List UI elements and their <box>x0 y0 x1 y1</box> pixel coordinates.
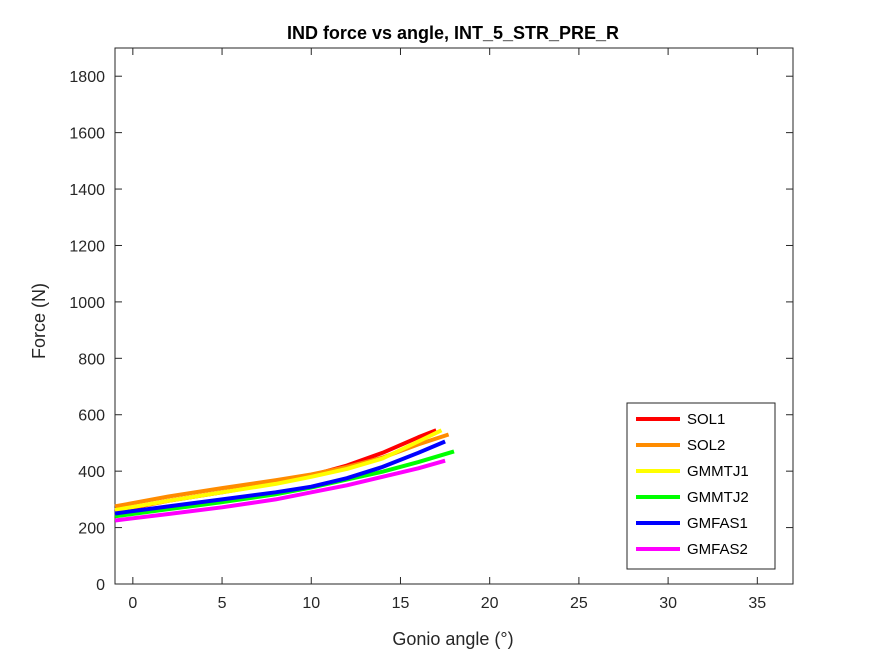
legend-label-gmmtj2: GMMTJ2 <box>687 489 749 506</box>
y-tick-label: 800 <box>78 351 105 368</box>
x-tick-label: 20 <box>481 595 499 612</box>
x-tick-label: 15 <box>392 595 410 612</box>
legend-box <box>626 402 776 570</box>
y-tick-label: 1600 <box>69 126 105 143</box>
plot-area: 0 5 10 15 20 25 30 35 0 200 400 600 800 1000 1200 1400 1… <box>69 47 794 612</box>
legend-label-gmfas1: GMFAS1 <box>687 515 748 532</box>
y-tick-label: 1200 <box>69 238 105 255</box>
legend: SOL1 SOL2 GMMTJ1 GMMTJ2 GMFAS1 GMFAS2 <box>626 402 776 570</box>
y-tick-label: 0 <box>96 577 105 594</box>
x-tick-label: 5 <box>218 595 227 612</box>
series-line-gmfas1 <box>114 439 446 516</box>
y-axis-label: Force (N) <box>29 283 49 359</box>
legend-label-sol2: SOL2 <box>687 437 725 454</box>
x-axis-label: Gonio angle (°) <box>392 629 513 649</box>
x-tick-label: 30 <box>659 595 677 612</box>
series-line-gmfas2 <box>114 458 446 523</box>
x-tick-label: 10 <box>302 595 320 612</box>
legend-label-gmfas2: GMFAS2 <box>687 541 748 558</box>
legend-label-gmmtj1: GMMTJ1 <box>687 463 749 480</box>
y-tick-label: 1800 <box>69 69 105 86</box>
x-tick-label: 35 <box>748 595 766 612</box>
y-tick-label: 200 <box>78 521 105 538</box>
legend-label-sol1: SOL1 <box>687 411 725 428</box>
y-tick-label: 1400 <box>69 182 105 199</box>
series-line-gmmtj1 <box>114 428 443 513</box>
x-tick-label: 0 <box>128 595 137 612</box>
y-tick-label: 600 <box>78 408 105 425</box>
y-tick-label: 1000 <box>69 295 105 312</box>
x-tick-label: 25 <box>570 595 588 612</box>
y-tick-label: 400 <box>78 464 105 481</box>
chart-title: IND force vs angle, INT_5_STR_PRE_R <box>287 23 619 43</box>
